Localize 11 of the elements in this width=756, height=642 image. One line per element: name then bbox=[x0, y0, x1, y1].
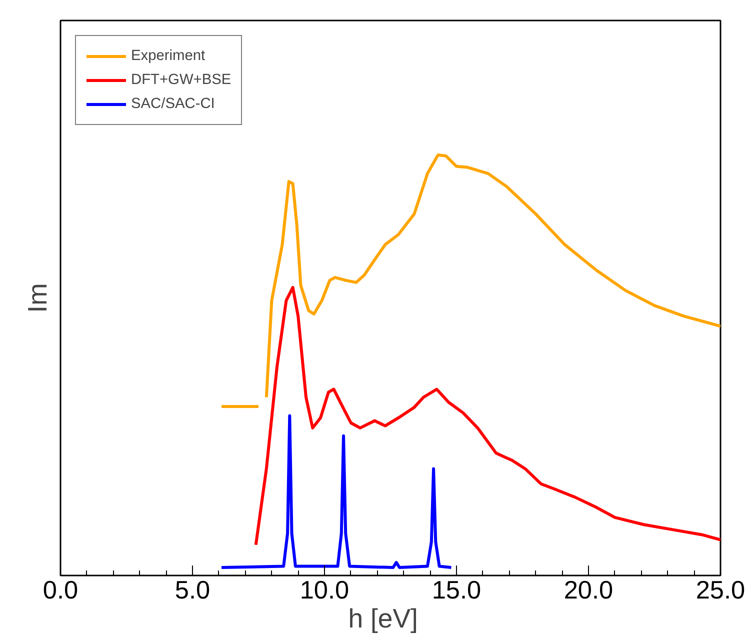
legend-label: Experiment bbox=[131, 48, 206, 64]
y-axis-title: Im bbox=[22, 283, 52, 313]
legend-label: SAC/SAC-CI bbox=[131, 96, 215, 112]
x-tick-label: 25.0 bbox=[696, 576, 746, 604]
x-tick-label: 15.0 bbox=[432, 576, 482, 604]
x-tick-label: 5.0 bbox=[174, 576, 210, 604]
x-tick-label: 0.0 bbox=[42, 576, 78, 604]
x-tick-label: 10.0 bbox=[300, 576, 350, 604]
x-tick-label: 20.0 bbox=[564, 576, 614, 604]
legend-label: DFT+GW+BSE bbox=[131, 72, 232, 88]
x-axis-title: h [eV] bbox=[348, 604, 418, 634]
